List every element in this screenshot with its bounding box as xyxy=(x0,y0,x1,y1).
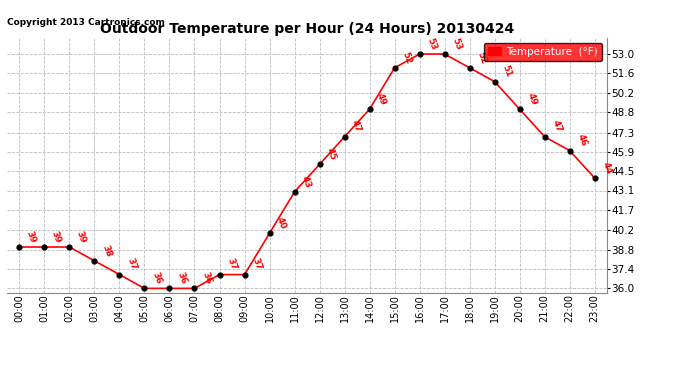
Legend: Temperature  (°F): Temperature (°F) xyxy=(484,43,602,61)
Text: 46: 46 xyxy=(575,133,588,148)
Point xyxy=(89,258,100,264)
Point xyxy=(39,244,50,250)
Point xyxy=(389,65,400,71)
Text: 39: 39 xyxy=(25,229,38,244)
Text: Copyright 2013 Cartronics.com: Copyright 2013 Cartronics.com xyxy=(7,18,165,27)
Point xyxy=(239,272,250,278)
Point xyxy=(214,272,225,278)
Point xyxy=(164,285,175,291)
Text: 39: 39 xyxy=(50,229,63,244)
Text: 53: 53 xyxy=(450,36,463,51)
Point xyxy=(314,161,325,167)
Text: 47: 47 xyxy=(350,119,363,134)
Point xyxy=(14,244,25,250)
Text: 44: 44 xyxy=(600,160,613,176)
Point xyxy=(364,106,375,112)
Point xyxy=(114,272,125,278)
Text: 53: 53 xyxy=(425,36,438,51)
Text: 36: 36 xyxy=(150,271,163,286)
Point xyxy=(564,147,575,153)
Point xyxy=(139,285,150,291)
Point xyxy=(514,106,525,112)
Point xyxy=(589,175,600,181)
Point xyxy=(489,79,500,85)
Point xyxy=(539,134,550,140)
Text: 49: 49 xyxy=(375,92,388,106)
Text: 52: 52 xyxy=(475,50,488,65)
Point xyxy=(264,230,275,236)
Text: 43: 43 xyxy=(300,174,313,189)
Text: 49: 49 xyxy=(525,92,538,106)
Text: 40: 40 xyxy=(275,216,288,231)
Point xyxy=(339,134,350,140)
Point xyxy=(189,285,200,291)
Text: 37: 37 xyxy=(225,257,238,272)
Point xyxy=(289,189,300,195)
Text: 52: 52 xyxy=(400,50,413,65)
Title: Outdoor Temperature per Hour (24 Hours) 20130424: Outdoor Temperature per Hour (24 Hours) … xyxy=(100,22,514,36)
Point xyxy=(414,51,425,57)
Point xyxy=(439,51,450,57)
Point xyxy=(464,65,475,71)
Text: 36: 36 xyxy=(200,271,213,286)
Text: 51: 51 xyxy=(500,64,513,79)
Text: 37: 37 xyxy=(125,257,138,272)
Text: 37: 37 xyxy=(250,257,263,272)
Text: 47: 47 xyxy=(550,119,563,134)
Text: 38: 38 xyxy=(100,243,112,258)
Text: 39: 39 xyxy=(75,229,88,244)
Text: 36: 36 xyxy=(175,271,188,286)
Point xyxy=(64,244,75,250)
Text: 45: 45 xyxy=(325,147,338,162)
